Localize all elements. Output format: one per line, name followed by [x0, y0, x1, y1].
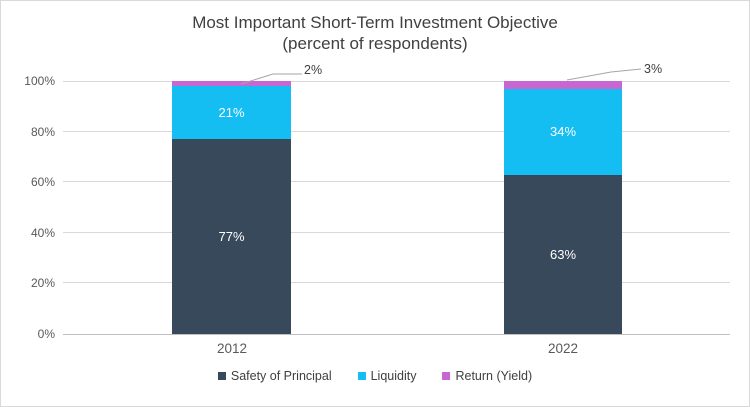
data-label: 21%: [218, 105, 245, 121]
chart-title-block: Most Important Short-Term Investment Obj…: [1, 12, 749, 54]
data-label: 63%: [549, 246, 577, 262]
segment-safety-of-principal-2012: 77%: [172, 139, 291, 334]
segment-return-yield-2022: [504, 81, 622, 89]
x-axis-label-2022: 2022: [547, 341, 579, 356]
legend-swatch-liquidity: [357, 372, 366, 380]
y-axis-tick-label: 60%: [30, 175, 55, 190]
y-axis-tick-label: 20%: [30, 276, 55, 291]
data-label: 34%: [549, 124, 577, 140]
segment-safety-of-principal-2022: 63%: [504, 174, 622, 334]
legend-swatch-return-yield: [442, 372, 451, 380]
legend-item-liquidity: Liquidity: [357, 369, 417, 383]
segment-liquidity-2022: 34%: [504, 88, 622, 175]
chart-subtitle: (percent of respondents): [282, 34, 468, 53]
y-axis-tick-label: 80%: [30, 124, 55, 139]
legend: Safety of Principal Liquidity Return (Yi…: [1, 369, 749, 383]
plot-area: 0% 20% 40% 60% 80% 100% 77% 21% 63% 34%: [24, 75, 730, 340]
callout-label-return-yield-2022: 3%: [644, 62, 663, 76]
gridline-100: [63, 81, 730, 82]
gridline-80: [63, 282, 730, 284]
y-axis-tick-label: 100%: [24, 74, 55, 88]
bar-2022: 63% 34%: [504, 81, 622, 334]
callout-label-return-yield-2012: 2%: [304, 63, 323, 77]
x-axis-label-2012: 2012: [216, 341, 248, 356]
legend-item-safety-of-principal: Safety of Principal: [217, 369, 332, 383]
segment-liquidity-2012: 21%: [172, 86, 291, 140]
segment-return-yield-2012: [172, 81, 291, 87]
gridline-60: [63, 231, 730, 233]
chart-title: Most Important Short-Term Investment Obj…: [192, 13, 558, 32]
data-label: 77%: [218, 229, 245, 245]
legend-label: Safety of Principal: [230, 369, 332, 383]
legend-label: Return (Yield): [455, 369, 533, 383]
y-axis-tick-label: 40%: [30, 225, 55, 240]
gridline-20: [63, 130, 730, 132]
legend-item-return-yield: Return (Yield): [442, 369, 532, 383]
y-axis-tick-label: 0%: [37, 327, 55, 341]
legend-label: Liquidity: [370, 369, 417, 383]
gridline-40: [63, 181, 730, 183]
bar-2012: 77% 21%: [172, 81, 291, 334]
legend-swatch-safety-of-principal: [217, 372, 226, 380]
